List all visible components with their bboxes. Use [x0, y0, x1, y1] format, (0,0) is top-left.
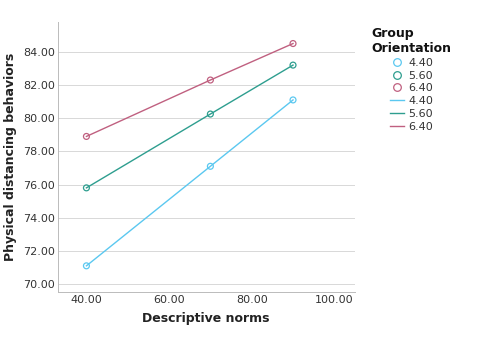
Point — [82, 185, 90, 191]
Point — [206, 77, 214, 83]
Point — [82, 134, 90, 139]
X-axis label: Descriptive norms: Descriptive norms — [142, 312, 270, 325]
Point — [206, 111, 214, 117]
Legend: 4.40, 5.60, 6.40, 4.40, 5.60, 6.40: 4.40, 5.60, 6.40, 4.40, 5.60, 6.40 — [370, 25, 454, 134]
Point — [289, 63, 297, 68]
Point — [206, 164, 214, 169]
Point — [82, 263, 90, 268]
Y-axis label: Physical distancing behaviors: Physical distancing behaviors — [4, 53, 18, 261]
Point — [289, 97, 297, 103]
Point — [289, 41, 297, 46]
